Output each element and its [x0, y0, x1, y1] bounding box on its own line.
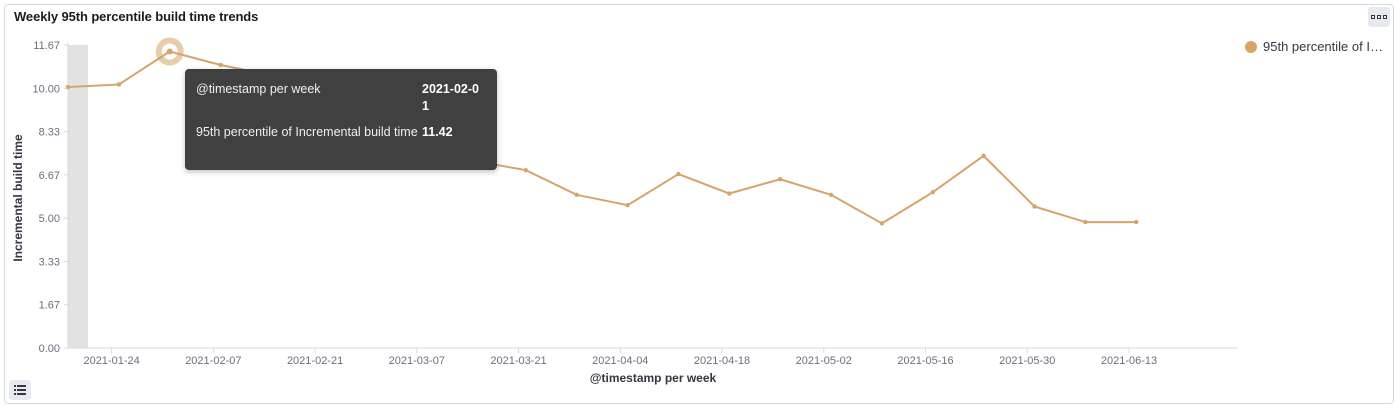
data-point: [65, 84, 71, 90]
data-point: [1083, 219, 1088, 225]
line-chart: 0.00 1.67 3.33 5.00 6.67 8.33 10.00 11.67 2021-…: [11, 37, 1238, 385]
data-point: [879, 221, 885, 226]
legend-label: 95th percentile of In...: [1263, 39, 1387, 54]
data-point: [828, 192, 834, 198]
data-point: [116, 82, 122, 87]
x-tick-label: 2021-04-18: [694, 355, 750, 367]
data-point: [218, 62, 223, 68]
dot-icon: [1371, 15, 1375, 19]
dot-icon: [1383, 15, 1387, 19]
tooltip-x-label: @timestamp per week: [196, 82, 321, 96]
data-point: [625, 202, 630, 208]
tooltip-x-value: 2021-02-01: [422, 82, 479, 113]
hover-band: [68, 45, 88, 348]
y-tick-label: 6.67: [39, 170, 60, 182]
x-tick-label: 2021-04-04: [592, 355, 648, 367]
x-tick-label: 2021-01-24: [83, 355, 139, 367]
tooltip-y-value: 11.42: [422, 125, 453, 139]
data-point: [930, 190, 935, 195]
y-tick-label: 11.67: [33, 40, 60, 52]
data-point: [981, 153, 986, 159]
legend-item[interactable]: 95th percentile of In...: [1245, 39, 1390, 54]
data-point: [1032, 204, 1037, 209]
y-tick-label: 10.00: [32, 83, 60, 95]
y-tick-label: 8.33: [39, 127, 60, 139]
y-axis-ticks: 0.00 1.67 3.33 5.00 6.67 8.33 10.00 11.67: [32, 40, 68, 355]
data-point: [523, 167, 529, 173]
y-axis-label: Incremental build time: [11, 134, 25, 262]
x-tick-label: 2021-03-21: [490, 355, 546, 367]
x-axis-label: @timestamp per week: [590, 371, 717, 385]
x-tick-label: 2021-02-21: [287, 355, 343, 367]
y-tick-label: 1.67: [39, 300, 60, 312]
x-tick-label: 2021-05-30: [999, 355, 1055, 367]
highlight-ring: [155, 37, 184, 66]
data-point: [1134, 219, 1139, 225]
x-axis-ticks: 2021-01-24 2021-02-07 2021-02-21 2021-03-07…: [83, 348, 1157, 367]
dot-icon: [1377, 15, 1381, 19]
chart-tooltip: @timestamp per week 2021-02-01 95th perc…: [185, 69, 497, 170]
x-tick-label: 2021-05-16: [897, 355, 953, 367]
y-tick-label: 3.33: [39, 257, 60, 269]
panel-title: Weekly 95th percentile build time trends: [14, 9, 259, 24]
x-tick-label: 2021-06-13: [1101, 355, 1157, 367]
x-tick-label: 2021-02-07: [185, 355, 241, 367]
tooltip-y-label: 95th percentile of Incremental build tim…: [196, 125, 418, 139]
x-tick-label: 2021-03-07: [389, 355, 445, 367]
highlight-point: [166, 48, 173, 55]
chart-axes: [67, 43, 1238, 349]
x-tick-label: 2021-05-02: [796, 355, 852, 367]
data-point: [676, 171, 681, 177]
data-point: [727, 191, 732, 196]
list-icon: [14, 385, 26, 395]
data-point: [777, 177, 783, 182]
legend-list-icon[interactable]: [9, 380, 31, 400]
data-point: [574, 192, 579, 198]
y-tick-label: 0.00: [39, 343, 60, 355]
legend-color-dot: [1245, 40, 1257, 53]
y-tick-label: 5.00: [39, 213, 60, 225]
panel-options-icon[interactable]: [1368, 7, 1390, 27]
